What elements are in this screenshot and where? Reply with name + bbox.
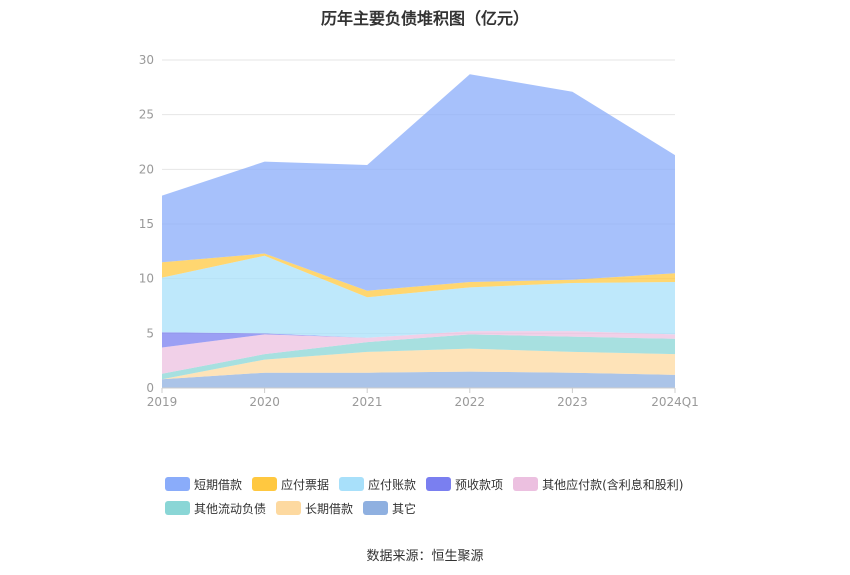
legend-item[interactable]: 应付账款 (339, 476, 416, 493)
legend-swatch (363, 501, 389, 515)
series-area-3 (162, 331, 675, 374)
x-tick-label: 2024Q1 (651, 395, 699, 409)
y-tick-label: 0 (146, 381, 154, 395)
legend-label: 预收款项 (455, 477, 504, 492)
series-area-1 (162, 348, 675, 380)
series-area-2 (162, 334, 675, 380)
legend-label: 其它 (392, 501, 417, 516)
legend-label: 其他流动负债 (194, 501, 267, 516)
legend-item[interactable]: 其他流动负债 (165, 500, 266, 517)
legend-row: 其他流动负债 长期借款 其它 (165, 496, 725, 520)
legend-item[interactable]: 应付票据 (252, 476, 329, 493)
legend-swatch (513, 477, 539, 491)
legend-label: 长期借款 (305, 501, 354, 516)
legend-label: 其他应付款(含利息和股利) (542, 477, 684, 492)
series-area-6 (162, 253, 675, 298)
y-tick-label: 5 (146, 326, 154, 340)
legend-swatch (339, 477, 365, 491)
legend-swatch (426, 477, 452, 491)
series-area-7 (162, 74, 675, 291)
x-tick-label: 2023 (557, 395, 588, 409)
legend-label: 应付票据 (281, 477, 330, 492)
y-tick-label: 30 (139, 53, 154, 67)
y-tick-label: 25 (139, 108, 154, 122)
series-area-0 (162, 371, 675, 388)
series-area-5 (162, 255, 675, 338)
legend-item[interactable]: 其他应付款(含利息和股利) (513, 476, 683, 493)
legend-item[interactable]: 其它 (363, 500, 416, 517)
y-tick-label: 15 (139, 217, 154, 231)
series-area-4 (162, 331, 675, 348)
legend-swatch (165, 501, 190, 515)
x-tick-label: 2020 (249, 395, 280, 409)
legend-item[interactable]: 预收款项 (426, 476, 503, 493)
x-tick-label: 2022 (455, 395, 486, 409)
chart-legend: 短期借款 应付票据 应付账款 预收款项 其他应付款(含利息和股利) 其他流动负债 长期借款其… (165, 472, 725, 520)
legend-row: 短期借款 应付票据 应付账款 预收款项 其他应付款(含利息和股利) (165, 472, 725, 496)
legend-swatch (165, 477, 190, 491)
legend-label: 短期借款 (194, 477, 243, 492)
x-tick-label: 2019 (147, 395, 178, 409)
legend-item[interactable]: 短期借款 (165, 476, 242, 493)
y-tick-label: 10 (139, 272, 154, 286)
y-tick-label: 20 (139, 162, 154, 176)
x-tick-label: 2021 (352, 395, 383, 409)
legend-item[interactable]: 长期借款 (276, 500, 353, 517)
legend-swatch (252, 477, 278, 491)
chart-title: 历年主要负债堆积图（亿元） (320, 9, 529, 28)
data-source-note: 数据来源：恒生聚源 (366, 549, 484, 564)
legend-swatch (276, 501, 302, 515)
legend-label: 应付账款 (368, 477, 417, 492)
